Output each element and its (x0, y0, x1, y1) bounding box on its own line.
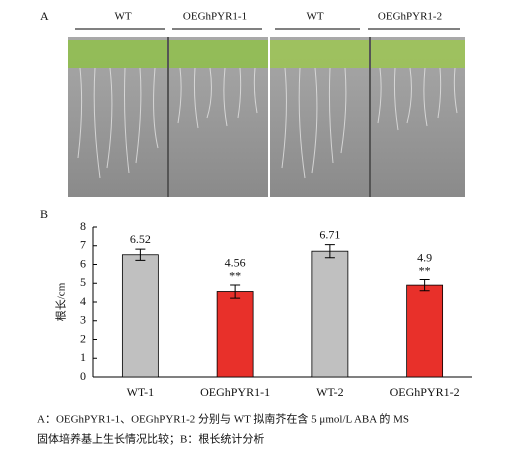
x-tick-label: OEGhPYR1-2 (390, 385, 460, 399)
y-tick-label: 2 (80, 331, 86, 345)
lane-label: OEGhPYR1-2 (378, 11, 442, 23)
y-tick-label: 8 (80, 219, 86, 233)
bar (216, 291, 254, 378)
y-tick-label: 3 (80, 313, 86, 327)
lane-label: OEGhPYR1-1 (183, 11, 247, 23)
y-axis-label: 根长/cm (54, 282, 68, 321)
x-tick-label: OEGhPYR1-1 (200, 385, 270, 399)
bar (406, 284, 444, 378)
error-bar (324, 244, 335, 259)
significance: ** (419, 263, 431, 277)
value-label: 6.71 (319, 227, 340, 241)
caption: 固体培养基上生长情况比较；B：根长统计分析 (37, 432, 264, 446)
y-tick-label: 1 (80, 350, 86, 364)
error-bar (230, 284, 241, 299)
value-label: 4.56 (225, 256, 246, 270)
y-tick-label: 6 (80, 256, 86, 270)
bar (311, 250, 349, 378)
photo (68, 37, 465, 197)
value-label: 6.52 (130, 232, 151, 246)
y-tick-label: 5 (80, 275, 86, 289)
x-tick-label: WT-2 (316, 385, 344, 399)
y-tick-label: 7 (80, 238, 86, 252)
value-label: 4.9 (417, 250, 432, 264)
panel-label: A (40, 9, 49, 23)
lane-label: WT (306, 11, 323, 23)
error-bar (419, 279, 430, 292)
y-tick-label: 0 (80, 369, 86, 383)
y-tick-label: 4 (80, 294, 86, 308)
error-bar (135, 248, 146, 261)
x-tick-label: WT-1 (127, 385, 155, 399)
chart: 根长/cm012345678WT-16.52OEGhPYR1-14.56**WT… (54, 219, 472, 399)
caption: A：OEGhPYR1-1、OEGhPYR1-2 分别与 WT 拟南芥在含 5 μ… (37, 412, 409, 426)
bar (121, 254, 159, 378)
panel-label: B (40, 207, 48, 221)
significance: ** (229, 269, 241, 283)
lane-label: WT (114, 11, 131, 23)
